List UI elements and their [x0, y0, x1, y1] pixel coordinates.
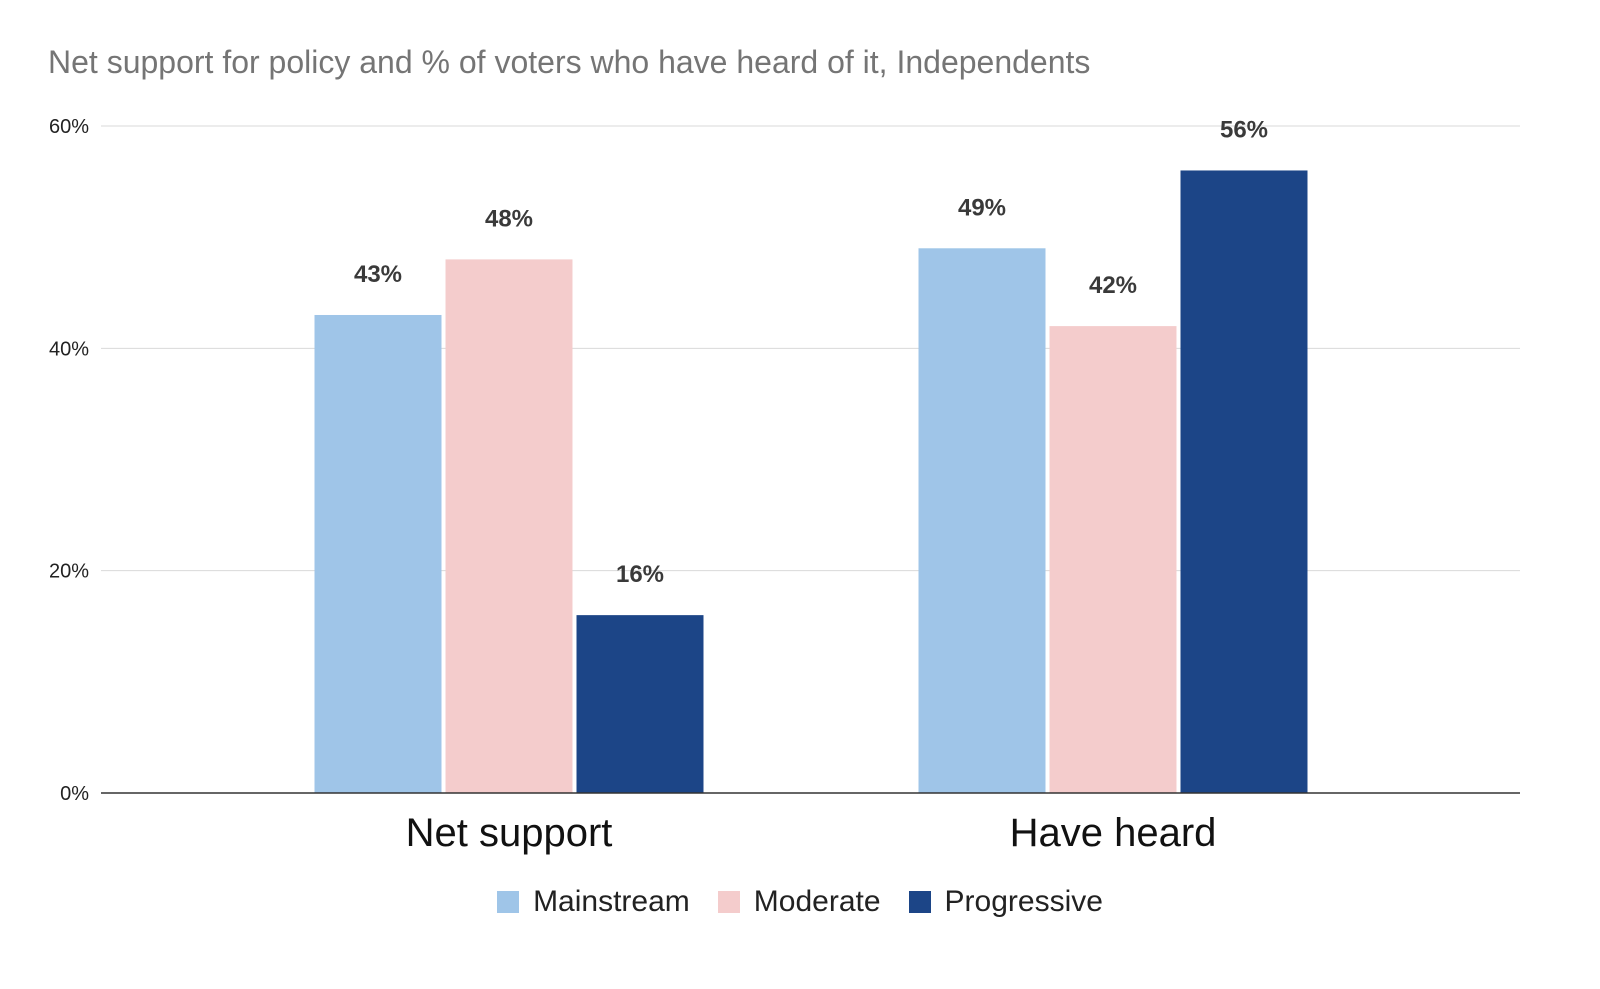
data-label-progressive-1: 56% — [1220, 116, 1268, 143]
legend-item-progressive: Progressive — [908, 885, 1103, 919]
bar-moderate-0 — [445, 259, 573, 793]
legend-item-mainstream: Mainstream — [497, 885, 690, 919]
legend-item-moderate: Moderate — [717, 885, 881, 919]
bar-moderate-1 — [1049, 326, 1177, 793]
bar-progressive-1 — [1180, 170, 1308, 793]
legend-label-mainstream: Mainstream — [533, 885, 690, 918]
y-tick-label-60: 60% — [49, 116, 89, 138]
x-category-label-0: Net support — [406, 811, 613, 855]
legend-label-progressive: Progressive — [944, 885, 1103, 918]
data-label-moderate-1: 42% — [1089, 272, 1137, 299]
x-category-label-1: Have heard — [1010, 811, 1217, 855]
y-tick-label-40: 40% — [49, 338, 89, 360]
legend-label-moderate: Moderate — [753, 885, 881, 918]
data-label-mainstream-0: 43% — [354, 261, 402, 288]
data-label-mainstream-1: 49% — [958, 194, 1006, 221]
y-tick-label-0: 0% — [60, 783, 89, 805]
data-label-moderate-0: 48% — [485, 205, 533, 232]
bar-mainstream-0 — [314, 314, 442, 793]
legend-swatch-moderate — [717, 891, 740, 913]
legend: Mainstream Moderate Progressive — [0, 885, 1600, 919]
legend-swatch-mainstream — [497, 891, 520, 913]
legend-swatch-progressive — [908, 891, 931, 913]
chart-title: Net support for policy and % of voters w… — [48, 44, 1091, 80]
y-tick-label-20: 20% — [49, 561, 89, 583]
bar-mainstream-1 — [918, 248, 1046, 794]
data-label-progressive-0: 16% — [616, 561, 664, 588]
bar-progressive-0 — [576, 615, 704, 793]
